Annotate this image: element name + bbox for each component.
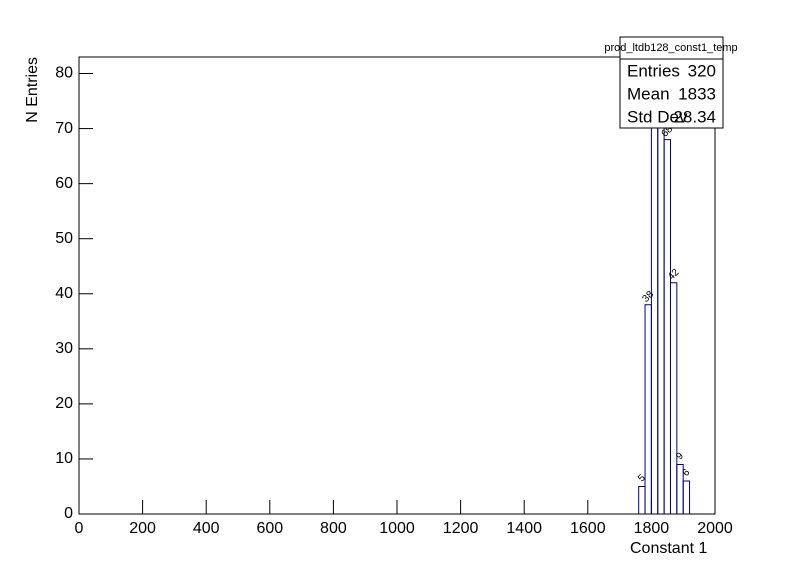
x-tick-label: 1800 [634,520,670,537]
stats-frame [619,36,724,129]
y-tick-label: 50 [55,230,73,247]
stats-label: Mean [627,84,670,103]
stats-label: Std Dev [627,107,688,126]
x-axis-title: Constant 1 [630,540,707,557]
stats-value: 320 [688,61,716,80]
stats-value: 28.34 [673,107,716,126]
y-tick-label: 60 [55,175,73,192]
y-tick-label: 0 [64,505,73,522]
x-tick-label: 1200 [443,520,479,537]
x-tick-label: 200 [129,520,156,537]
stats-label: Entries [627,61,680,80]
y-tick-label: 80 [55,65,73,82]
x-tick-label: 0 [75,520,84,537]
histogram-bin [682,480,691,514]
stats-title: prod_ltdb128_const1_temp [604,42,737,54]
y-tick-label: 20 [55,395,73,412]
y-tick-label: 70 [55,120,73,137]
x-tick-label: 600 [256,520,283,537]
x-tick-label: 1600 [570,520,606,537]
x-tick-label: 400 [193,520,220,537]
y-tick-label: 40 [55,285,73,302]
x-tick-label: 1000 [379,520,415,537]
y-tick-label: 10 [55,450,73,467]
histogram-bin [669,282,678,514]
x-tick-label: 800 [320,520,347,537]
x-tick-label: 2000 [697,520,733,537]
x-tick-label: 1400 [506,520,542,537]
stats-box: prod_ltdb128_const1_temp Entries 320 Mea… [604,36,738,129]
y-tick-label: 30 [55,340,73,357]
stats-value: 1833 [678,84,716,103]
y-axis-title: N Entries [24,57,41,123]
